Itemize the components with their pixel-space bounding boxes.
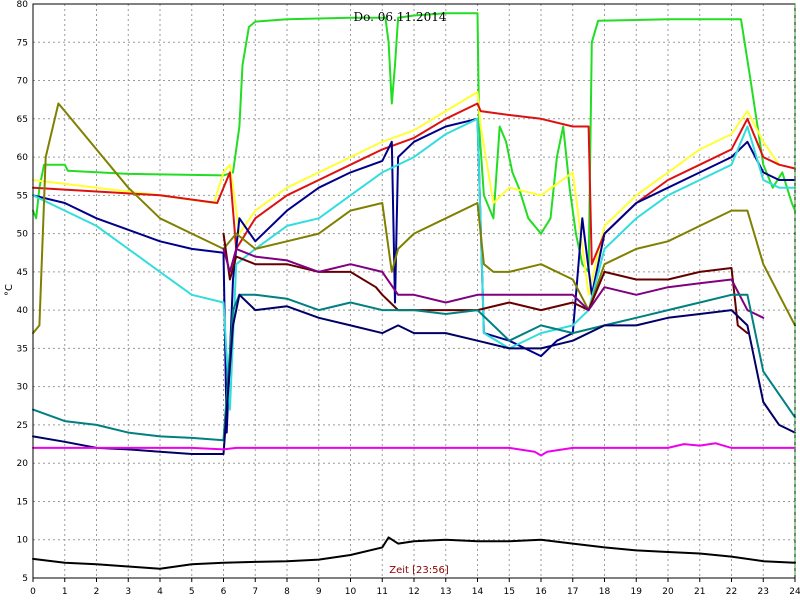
y-tick-label: 15 [17, 497, 28, 507]
y-axis-label: °C [4, 284, 15, 296]
series-line-5 [32, 117, 796, 411]
x-tick-label: 1 [62, 587, 68, 597]
x-tick-labels: 0 1 2 3 4 5 6 7 8 9 10 11 12 13 14 15 16 17 18 19 20 21 22 23 24 [30, 578, 800, 597]
x-tick-label: 9 [316, 587, 322, 597]
x-tick-label: 18 [599, 587, 611, 597]
x-tick-label: 2 [94, 587, 100, 597]
y-tick-label: 30 [17, 383, 29, 393]
x-tick-label: 14 [472, 587, 484, 597]
x-tick-label: 12 [408, 587, 419, 597]
y-tick-label: 45 [17, 268, 28, 278]
series-line-11 [32, 442, 796, 457]
chart-title: Do. 06.11.2014 [354, 10, 447, 24]
series-line-12 [32, 536, 796, 570]
x-tick-label: 24 [789, 587, 800, 597]
y-tick-label: 5 [22, 574, 28, 584]
x-tick-label: 22 [726, 587, 737, 597]
y-tick-label: 80 [17, 0, 29, 10]
series-line-10 [32, 293, 796, 455]
y-tick-label: 25 [17, 421, 28, 431]
y-tick-label: 65 [17, 115, 28, 125]
x-tick-label: 20 [662, 587, 674, 597]
series-line-2 [32, 91, 781, 296]
x-tick-label: 21 [694, 587, 705, 597]
x-tick-label: 13 [440, 587, 451, 597]
series-line-1 [32, 12, 796, 273]
series-line-9 [32, 293, 796, 442]
x-tick-label: 0 [30, 587, 36, 597]
x-tick-label: 15 [504, 587, 515, 597]
series-line-4 [32, 117, 796, 434]
y-tick-label: 20 [17, 459, 29, 469]
series-group [32, 12, 796, 570]
x-tick-label: 8 [284, 587, 290, 597]
y-tick-label: 75 [17, 38, 28, 48]
x-tick-label: 23 [758, 587, 769, 597]
x-tick-label: 11 [377, 587, 388, 597]
x-tick-label: 7 [252, 587, 258, 597]
x-tick-label: 17 [567, 587, 578, 597]
x-tick-label: 3 [125, 587, 131, 597]
y-tick-label: 40 [17, 306, 29, 316]
y-tick-label: 35 [17, 344, 28, 354]
series-line-8 [222, 247, 765, 319]
y-tick-label: 55 [17, 191, 28, 201]
y-tick-label: 70 [17, 77, 29, 87]
x-tick-label: 16 [535, 587, 547, 597]
series-line-7 [222, 232, 749, 335]
y-tick-label: 10 [17, 536, 29, 546]
x-tick-label: 19 [631, 587, 643, 597]
series-line-3 [32, 102, 796, 266]
x-tick-label: 4 [157, 587, 163, 597]
x-axis-label: Zeit [23:56] [389, 565, 449, 576]
y-tick-label: 60 [17, 153, 29, 163]
x-tick-label: 6 [221, 587, 227, 597]
y-tick-labels: 5 10 15 20 25 30 35 40 45 50 55 60 65 70 75 80 [17, 0, 29, 584]
x-tick-label: 10 [345, 587, 357, 597]
x-tick-label: 5 [189, 587, 195, 597]
y-tick-label: 50 [17, 230, 29, 240]
series-line-6 [32, 102, 796, 335]
